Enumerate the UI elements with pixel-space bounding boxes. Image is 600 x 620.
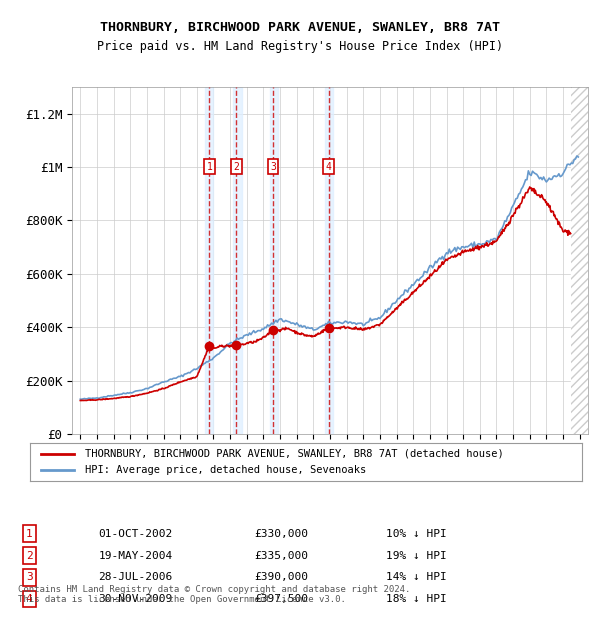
Bar	[571, 87, 588, 434]
Text: 3: 3	[26, 572, 32, 582]
Text: 28-JUL-2006: 28-JUL-2006	[98, 572, 173, 582]
Text: £397,500: £397,500	[254, 594, 308, 604]
Bar	[233, 87, 242, 434]
Bar	[205, 87, 214, 434]
Text: Price paid vs. HM Land Registry's House Price Index (HPI): Price paid vs. HM Land Registry's House …	[97, 40, 503, 53]
Text: THORNBURY, BIRCHWOOD PARK AVENUE, SWANLEY, BR8 7AT (detached house): THORNBURY, BIRCHWOOD PARK AVENUE, SWANLE…	[85, 449, 504, 459]
Text: £330,000: £330,000	[254, 529, 308, 539]
Text: £335,000: £335,000	[254, 551, 308, 560]
Text: 4: 4	[326, 162, 332, 172]
Text: 19% ↓ HPI: 19% ↓ HPI	[386, 551, 447, 560]
Bar	[571, 87, 588, 434]
Text: 4: 4	[26, 594, 32, 604]
Text: 1: 1	[206, 162, 212, 172]
Text: THORNBURY, BIRCHWOOD PARK AVENUE, SWANLEY, BR8 7AT: THORNBURY, BIRCHWOOD PARK AVENUE, SWANLE…	[100, 22, 500, 34]
Text: 2: 2	[233, 162, 239, 172]
Text: HPI: Average price, detached house, Sevenoaks: HPI: Average price, detached house, Seve…	[85, 465, 367, 475]
Text: 18% ↓ HPI: 18% ↓ HPI	[386, 594, 447, 604]
Text: £390,000: £390,000	[254, 572, 308, 582]
Bar	[325, 87, 334, 434]
Text: 10% ↓ HPI: 10% ↓ HPI	[386, 529, 447, 539]
Text: 3: 3	[270, 162, 276, 172]
Text: 2: 2	[26, 551, 32, 560]
Text: 1: 1	[26, 529, 32, 539]
Text: 14% ↓ HPI: 14% ↓ HPI	[386, 572, 447, 582]
Text: Contains HM Land Registry data © Crown copyright and database right 2024.
This d: Contains HM Land Registry data © Crown c…	[18, 585, 410, 604]
Text: 01-OCT-2002: 01-OCT-2002	[98, 529, 173, 539]
Bar	[270, 87, 278, 434]
Text: 19-MAY-2004: 19-MAY-2004	[98, 551, 173, 560]
Text: 30-NOV-2009: 30-NOV-2009	[98, 594, 173, 604]
